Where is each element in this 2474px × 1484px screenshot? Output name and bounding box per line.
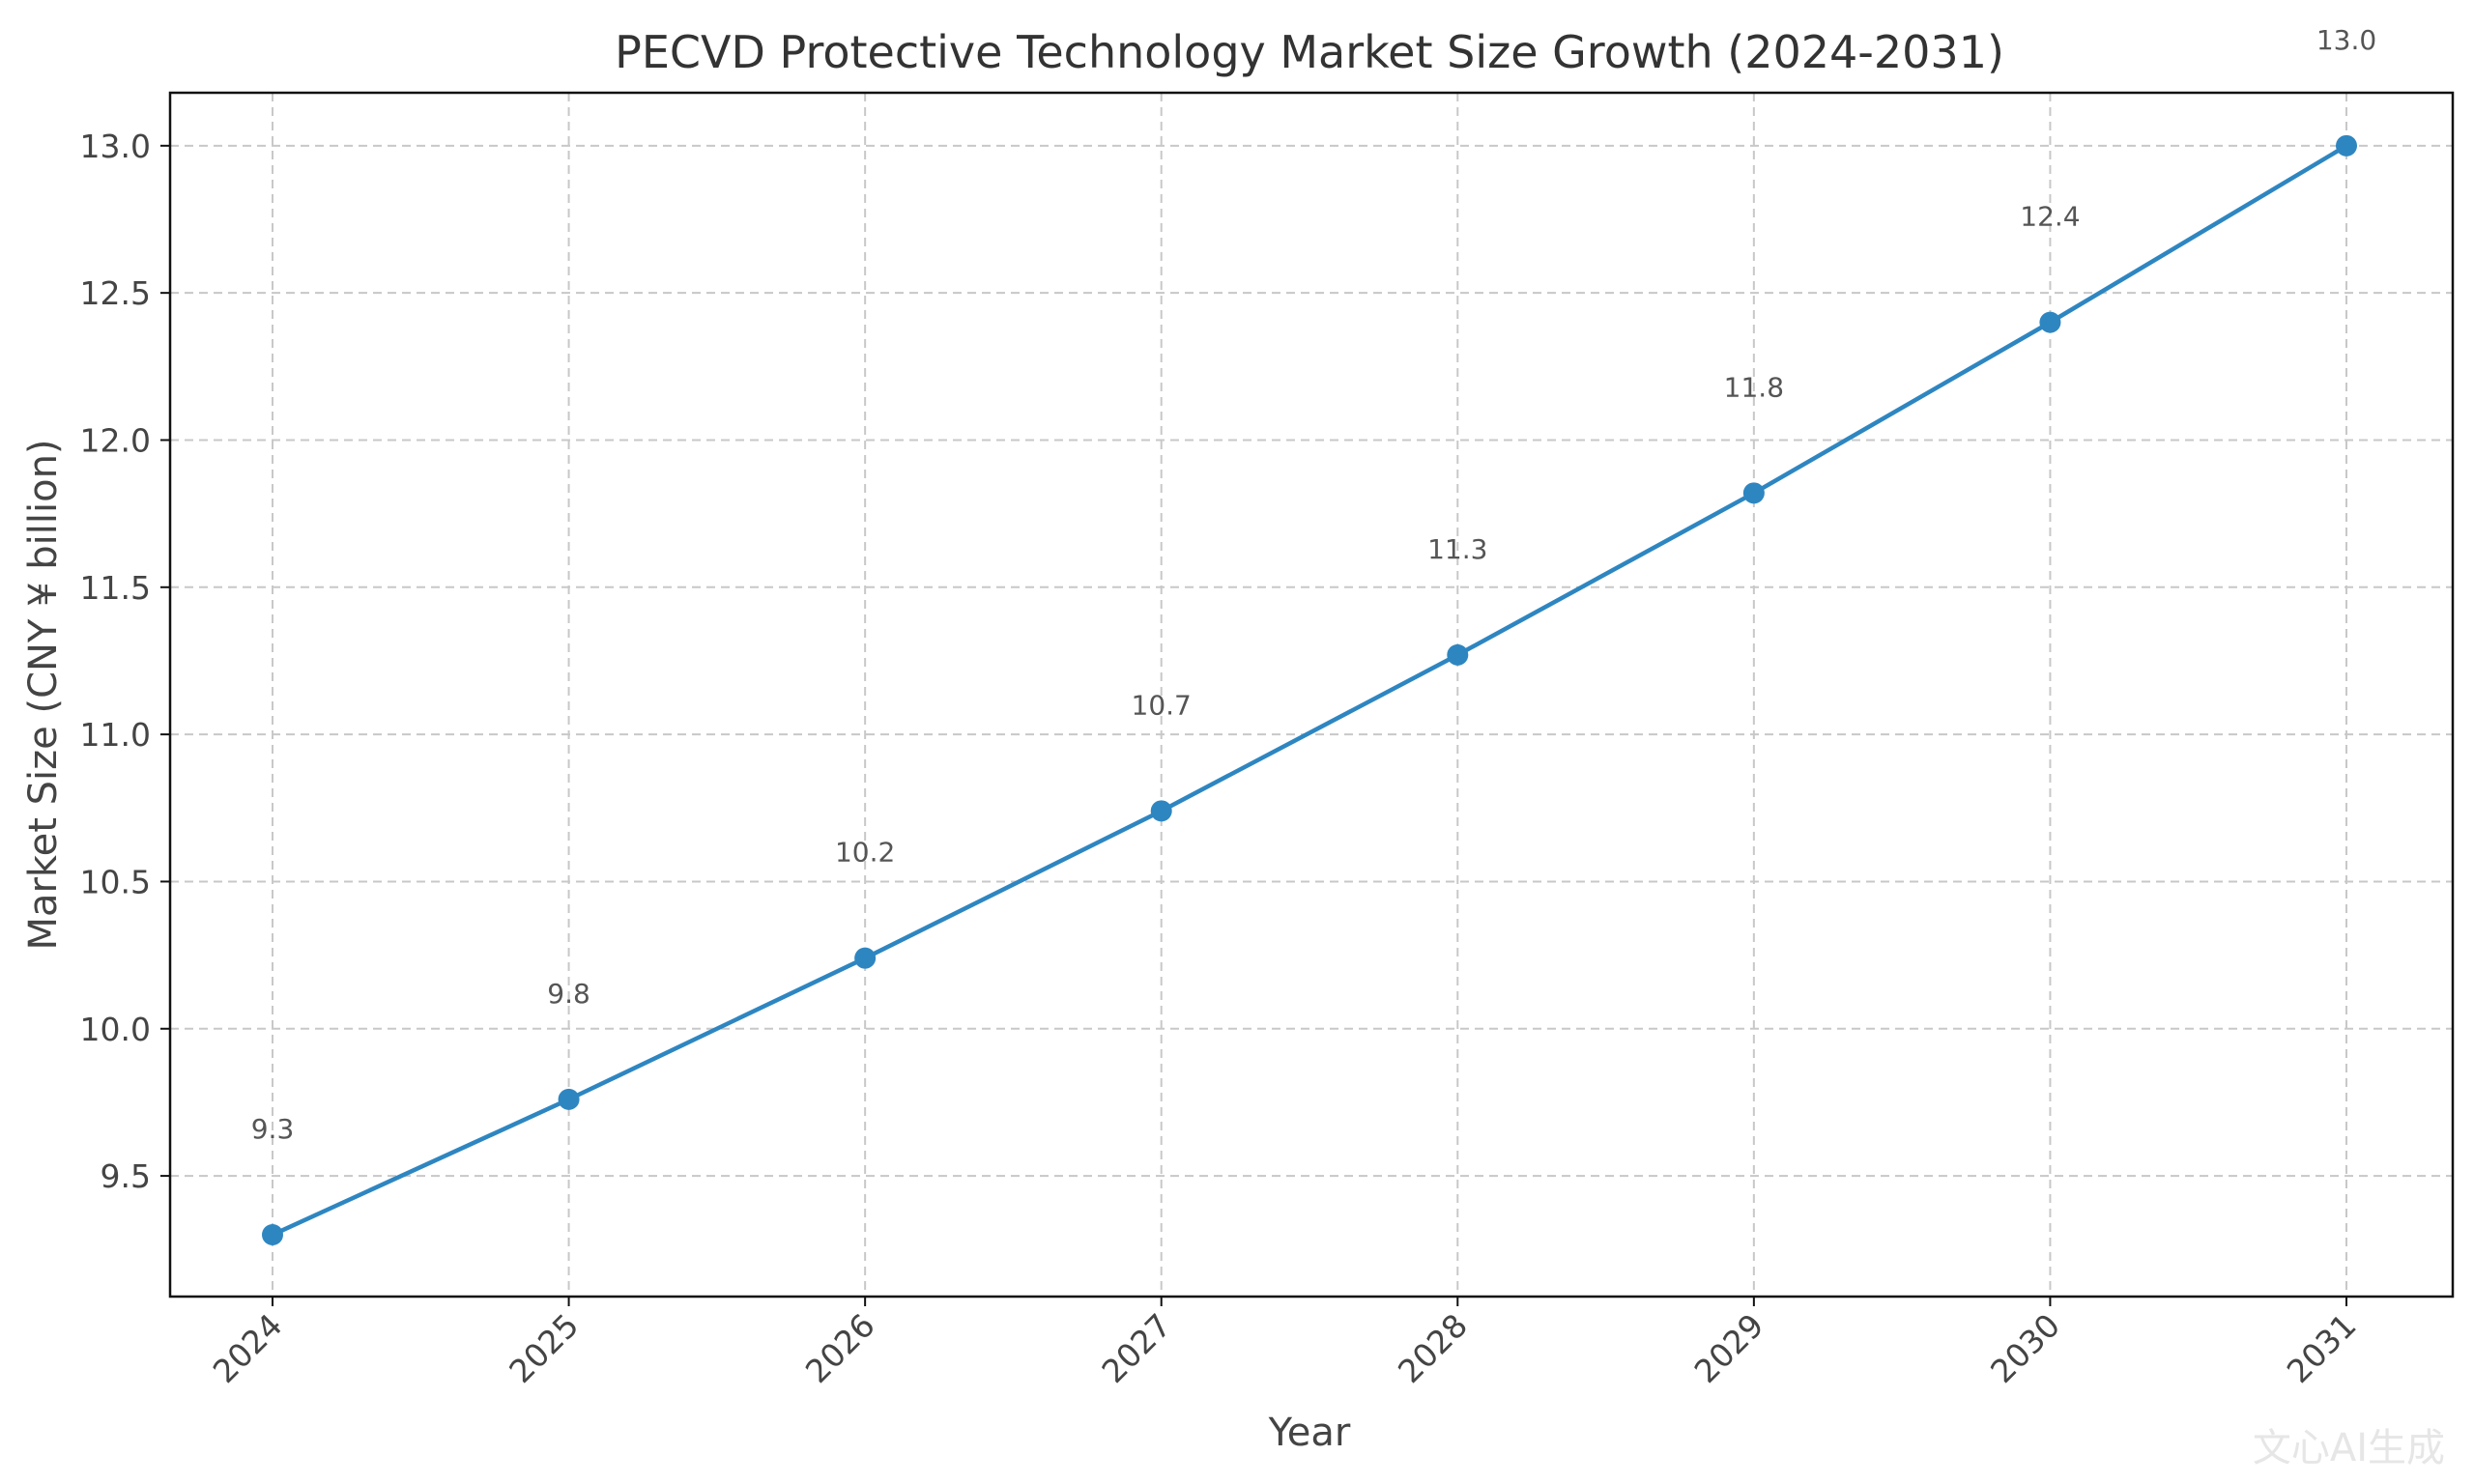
data-label: 12.4 [2020,201,2080,233]
data-point [558,1088,580,1110]
x-axis-ticks: 2024 2025 2026 2027 2028 2029 2030 2031 [206,1297,2364,1390]
chart-title: PECVD Protective Technology Market Size … [615,26,2004,78]
x-tick-label: 2031 [2280,1306,2364,1390]
y-tick-label: 11.0 [80,716,151,754]
data-point [2336,134,2357,157]
x-tick-label: 2024 [206,1306,290,1390]
data-label: 11.8 [1724,371,1784,403]
y-tick-label: 12.5 [80,274,151,312]
y-tick-label: 11.5 [80,569,151,607]
x-tick-label: 2028 [1391,1306,1475,1390]
x-tick-label: 2025 [502,1306,586,1390]
data-point [1742,482,1765,504]
x-tick-label: 2030 [1983,1306,2067,1390]
y-tick-label: 9.5 [101,1157,151,1195]
x-tick-label: 2029 [1687,1306,1771,1390]
y-axis-label: Market Size (CNY ¥ billion) [21,439,66,950]
watermark: 文心AI生成 [2253,1426,2445,1470]
data-point [1447,643,1469,666]
data-label: 9.3 [251,1113,295,1145]
data-label: 9.8 [547,978,590,1010]
data-label: 11.3 [1427,533,1487,565]
grid-lines [170,93,2453,1297]
data-point [2039,311,2061,333]
data-label: 10.7 [1132,689,1192,721]
data-label-layer: 9.3 9.8 10.2 10.7 11.3 11.8 12.4 13.0 [251,24,2376,1145]
series-layer [262,134,2357,1246]
y-axis-ticks: 9.5 10.0 10.5 11.0 11.5 12.0 12.5 13.0 [80,128,170,1195]
x-tick-label: 2026 [798,1306,882,1390]
x-tick-label: 2027 [1094,1306,1178,1390]
y-tick-label: 10.5 [80,863,151,900]
plot-area-frame [168,91,2455,1298]
y-tick-label: 12.0 [80,421,151,459]
data-label: 10.2 [835,837,895,869]
data-point [262,1224,283,1246]
data-label: 13.0 [2316,24,2376,56]
data-point [1150,800,1172,822]
series-line [272,143,2348,1238]
x-axis-label: Year [1268,1411,1351,1455]
data-point [854,947,877,969]
y-tick-label: 13.0 [80,128,151,165]
y-tick-label: 10.0 [80,1011,151,1048]
